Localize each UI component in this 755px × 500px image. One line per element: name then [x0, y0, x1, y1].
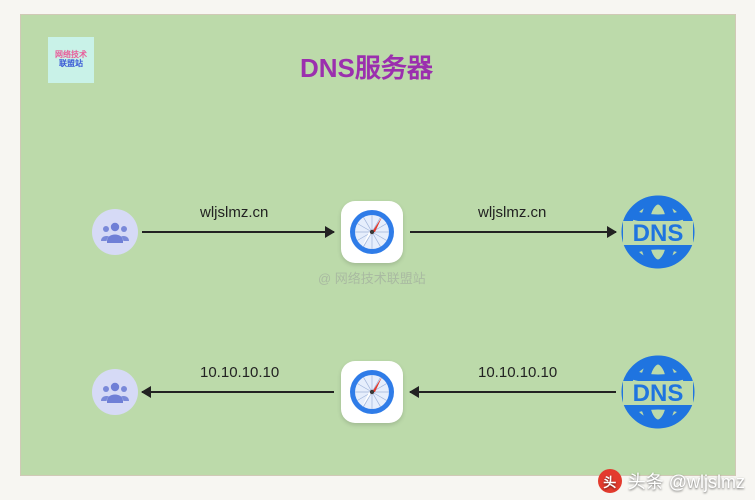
footer-watermark: 头 头条 @wljslmz [598, 468, 745, 494]
edge-arrow [410, 231, 616, 233]
users-node-2 [92, 369, 138, 415]
dns-globe-icon: DNS [619, 353, 697, 431]
footer-watermark-text: 头条 @wljslmz [628, 468, 745, 494]
logo: 网络技术 联盟站 [48, 37, 94, 83]
edge-label: wljslmz.cn [200, 204, 268, 221]
dns-node-2: DNS [619, 353, 697, 431]
browser-node-2 [341, 361, 403, 423]
dns-globe-icon: DNS [619, 193, 697, 271]
users-icon [92, 209, 138, 255]
edge-label: 10.10.10.10 [478, 364, 557, 381]
users-node-1 [92, 209, 138, 255]
edge-arrow [142, 391, 334, 393]
browser-icon [341, 361, 403, 423]
edge-label: wljslmz.cn [478, 204, 546, 221]
logo-line2: 联盟站 [59, 60, 83, 69]
footer-badge-icon: 头 [598, 469, 622, 493]
dns-node-1: DNS [619, 193, 697, 271]
edge-label: 10.10.10.10 [200, 364, 279, 381]
diagram-title: DNS服务器 [300, 48, 433, 85]
center-watermark: @ 网络技术联盟站 [318, 268, 426, 287]
users-icon [92, 369, 138, 415]
edge-arrow [142, 231, 334, 233]
browser-node-1 [341, 201, 403, 263]
svg-text:DNS: DNS [633, 380, 684, 407]
browser-icon [341, 201, 403, 263]
svg-text:DNS: DNS [633, 220, 684, 247]
canvas: DNS服务器 网络技术 联盟站 [0, 0, 755, 500]
edge-arrow [410, 391, 616, 393]
